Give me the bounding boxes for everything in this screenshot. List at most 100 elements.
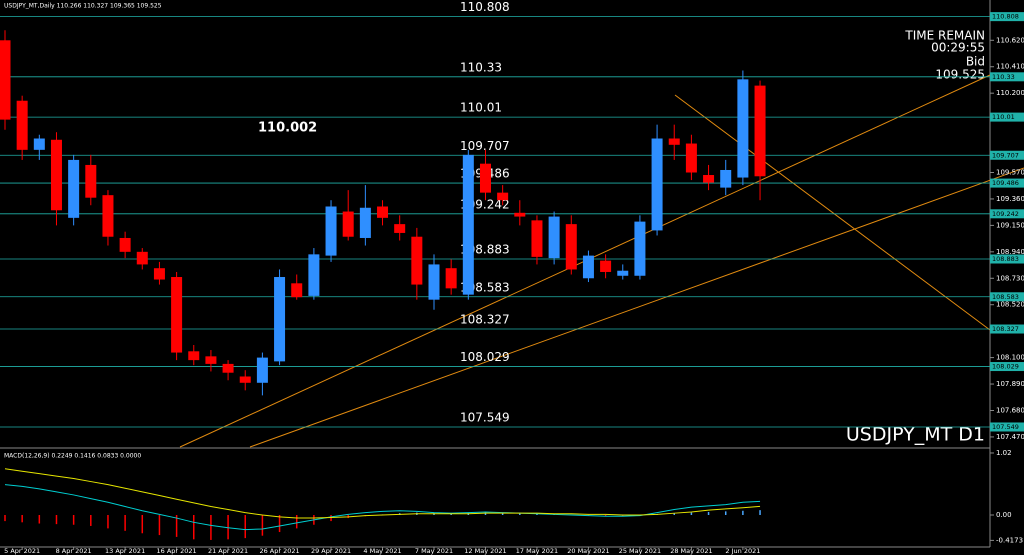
level-tag bbox=[990, 12, 1024, 22]
candle-body bbox=[617, 270, 629, 276]
candle-body bbox=[291, 283, 303, 298]
y-tick-label: 1.02 bbox=[996, 449, 1012, 457]
macd-title: MACD(12,26,9) 0.2249 0.1416 0.0833 0.000… bbox=[4, 453, 141, 460]
y-tick-label: 0.00 bbox=[996, 511, 1012, 519]
level-label: 110.33 bbox=[460, 60, 502, 74]
level-tag-label: 108.583 bbox=[992, 293, 1019, 301]
level-tag bbox=[990, 292, 1024, 302]
trend-line bbox=[674, 94, 991, 331]
level-tag-label: 108.029 bbox=[992, 363, 1019, 371]
candle-body bbox=[359, 207, 371, 238]
candle-body bbox=[274, 277, 286, 362]
candle-body bbox=[445, 268, 457, 289]
level-tag bbox=[990, 178, 1024, 188]
candle-body bbox=[342, 211, 354, 237]
candle-body bbox=[153, 268, 165, 280]
candle-body bbox=[205, 356, 217, 364]
y-tick-label: 107.470 bbox=[996, 433, 1024, 441]
level-label: 109.707 bbox=[460, 139, 510, 153]
y-tick-label: 110.620 bbox=[996, 36, 1024, 44]
level-tag-label: 110.808 bbox=[992, 13, 1019, 21]
candle-body bbox=[685, 143, 697, 173]
candle-body bbox=[565, 224, 577, 270]
x-tick-label: 8 Apr 2021 bbox=[56, 547, 92, 555]
level-tag bbox=[990, 254, 1024, 264]
candle-body bbox=[102, 195, 114, 237]
candle-body bbox=[428, 264, 440, 300]
level-tag-label: 110.01 bbox=[992, 113, 1015, 121]
candle-body bbox=[256, 357, 268, 383]
level-tag bbox=[990, 150, 1024, 160]
bid-label: Bid bbox=[966, 55, 985, 69]
level-tag-label: 107.549 bbox=[992, 423, 1019, 431]
y-tick-label: 108.520 bbox=[996, 301, 1024, 309]
level-tag-label: 108.327 bbox=[992, 325, 1019, 333]
candle-body bbox=[600, 260, 612, 272]
y-tick-label: 109.150 bbox=[996, 221, 1024, 229]
level-tag-label: 110.33 bbox=[992, 73, 1015, 81]
candle-body bbox=[308, 254, 320, 296]
candle-body bbox=[377, 206, 389, 218]
level-label: 110.01 bbox=[460, 101, 502, 115]
candle-body bbox=[634, 221, 646, 276]
level-label: 107.549 bbox=[460, 410, 510, 424]
candle-body bbox=[85, 164, 97, 198]
candle-body bbox=[136, 251, 148, 265]
level-tag bbox=[990, 362, 1024, 372]
y-tick-label: 108.940 bbox=[996, 248, 1024, 256]
candle-body bbox=[394, 224, 406, 233]
x-tick-label: 7 May 2021 bbox=[415, 547, 453, 555]
level-tag-label: 109.486 bbox=[992, 179, 1019, 187]
candle-body bbox=[720, 169, 732, 188]
candle-body bbox=[668, 138, 680, 145]
x-tick-label: 12 May 2021 bbox=[464, 547, 506, 555]
x-tick-label: 28 May 2021 bbox=[670, 547, 712, 555]
candle-body bbox=[514, 212, 526, 217]
x-tick-label: 2 Jun 2021 bbox=[725, 547, 760, 555]
candle-body bbox=[68, 159, 80, 218]
candle-body bbox=[188, 351, 200, 361]
candle-body bbox=[239, 376, 251, 383]
candle-body bbox=[737, 79, 749, 178]
candle-body bbox=[119, 237, 131, 252]
candle-body bbox=[479, 163, 491, 193]
candle-body bbox=[754, 85, 766, 177]
level-tag bbox=[990, 422, 1024, 432]
bid: 109.525 bbox=[935, 68, 985, 82]
y-tick-label: 109.570 bbox=[996, 169, 1024, 177]
x-tick-label: 17 May 2021 bbox=[516, 547, 558, 555]
y-tick-label: 110.200 bbox=[996, 89, 1024, 97]
x-tick-label: 13 Apr 2021 bbox=[105, 547, 145, 555]
level-label: 108.029 bbox=[460, 350, 510, 364]
symbol-label: USDJPY_MT D1 bbox=[846, 424, 985, 446]
candle-body bbox=[171, 277, 183, 353]
chart-title: USDJPY_MT,Daily 110.266 110.327 109.365 … bbox=[4, 3, 162, 10]
candle-body bbox=[222, 363, 234, 373]
level-tag bbox=[990, 112, 1024, 122]
level-tag-label: 109.242 bbox=[992, 210, 1019, 218]
x-tick-label: 21 Apr 2021 bbox=[208, 547, 248, 555]
y-tick-label: 107.890 bbox=[996, 380, 1024, 388]
level-tag bbox=[990, 209, 1024, 219]
candle-body bbox=[0, 40, 11, 120]
annotation: 110.002 bbox=[258, 121, 317, 136]
macd-line bbox=[4, 484, 761, 531]
level-label: 108.327 bbox=[460, 313, 510, 327]
time-remain-label: TIME REMAIN bbox=[904, 29, 985, 43]
candle-body bbox=[16, 100, 28, 150]
x-tick-label: 25 May 2021 bbox=[619, 547, 661, 555]
time-remain: 00:29:55 bbox=[931, 41, 985, 55]
level-label: 110.808 bbox=[460, 0, 510, 14]
candle-body bbox=[703, 175, 715, 183]
x-tick-label: 26 Apr 2021 bbox=[259, 547, 299, 555]
candle-body bbox=[582, 255, 594, 279]
candle-body bbox=[651, 138, 663, 231]
candle-body bbox=[33, 138, 45, 150]
x-tick-label: 4 May 2021 bbox=[363, 547, 401, 555]
level-tag-label: 109.707 bbox=[992, 151, 1019, 159]
x-tick-label: 16 Apr 2021 bbox=[156, 547, 196, 555]
candle-body bbox=[462, 154, 474, 295]
x-tick-label: 5 Apr 2021 bbox=[4, 547, 40, 555]
